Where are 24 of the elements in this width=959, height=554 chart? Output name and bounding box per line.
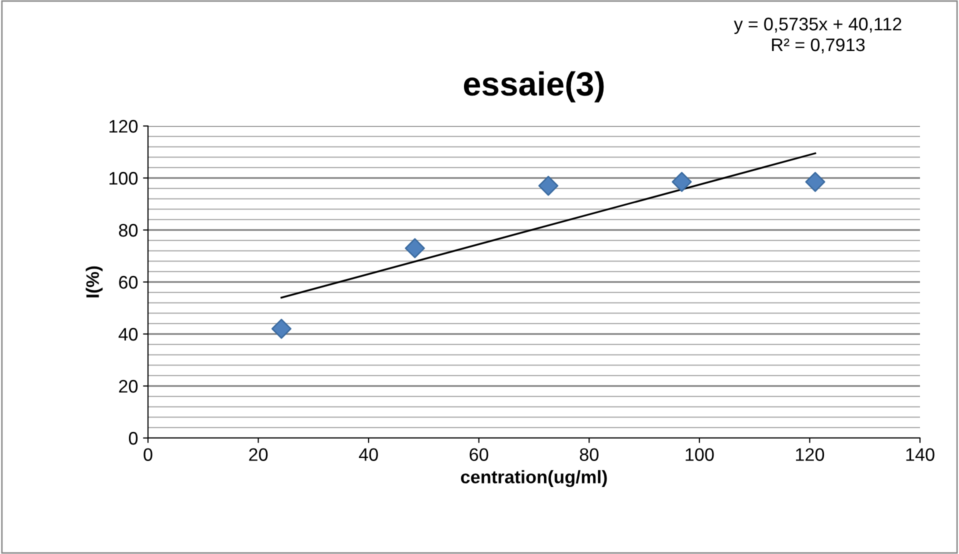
x-tick-label: 80 <box>580 448 598 461</box>
x-tick-label: 60 <box>470 448 488 461</box>
y-tick-label: 120 <box>110 120 138 133</box>
y-tick-label: 0 <box>128 432 138 445</box>
y-axis-title: I(%) <box>86 266 103 298</box>
y-tick-label: 20 <box>119 380 138 393</box>
x-tick-label: 40 <box>358 448 378 461</box>
x-axis-title: centration(ug/ml) <box>460 470 607 488</box>
y-tick-label: 40 <box>118 328 138 341</box>
point <box>538 176 558 196</box>
point <box>404 238 425 258</box>
x-tick-label: 20 <box>249 448 268 461</box>
point <box>672 172 692 192</box>
y-tick-label: 60 <box>119 276 138 289</box>
y-tick-label: 100 <box>110 172 138 185</box>
text: y = 0,5735x + 40,112 R² = 0,7913 <box>734 18 902 54</box>
x-tick-label: 0 <box>144 448 152 461</box>
point <box>271 318 292 339</box>
x-tick-label: 120 <box>796 448 824 461</box>
y-tick-label: 80 <box>118 224 138 237</box>
x-tick-label: 140 <box>906 448 934 461</box>
x-tick-label: 100 <box>686 448 714 461</box>
chart-title: essaie(3) <box>464 71 604 102</box>
point <box>805 172 826 192</box>
